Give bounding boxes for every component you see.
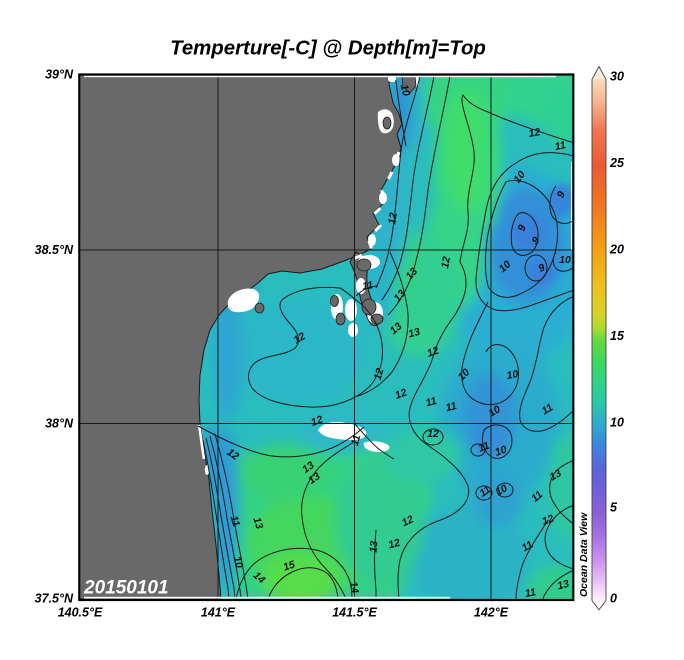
svg-text:12: 12 bbox=[387, 537, 402, 552]
svg-text:39°N: 39°N bbox=[45, 68, 74, 82]
svg-text:142°E: 142°E bbox=[474, 606, 509, 620]
svg-text:15: 15 bbox=[610, 329, 625, 343]
svg-text:10: 10 bbox=[506, 368, 520, 382]
svg-text:12: 12 bbox=[400, 513, 416, 529]
svg-text:11: 11 bbox=[554, 139, 567, 153]
svg-text:11: 11 bbox=[444, 400, 458, 414]
svg-text:140.5°E: 140.5°E bbox=[58, 606, 103, 620]
svg-text:13: 13 bbox=[368, 540, 381, 553]
svg-text:11: 11 bbox=[540, 401, 556, 417]
svg-text:13: 13 bbox=[250, 516, 265, 531]
svg-text:12: 12 bbox=[427, 428, 439, 440]
svg-text:12: 12 bbox=[528, 126, 542, 140]
svg-text:12: 12 bbox=[309, 413, 324, 428]
svg-text:11: 11 bbox=[361, 279, 374, 292]
svg-text:13: 13 bbox=[547, 467, 563, 483]
svg-text:9: 9 bbox=[555, 189, 568, 200]
svg-text:30: 30 bbox=[610, 70, 624, 84]
svg-text:141°E: 141°E bbox=[201, 606, 236, 620]
svg-text:9: 9 bbox=[516, 223, 529, 232]
svg-text:12: 12 bbox=[439, 256, 453, 270]
svg-text:Temperture[-C] @ Depth[m]=Top: Temperture[-C] @ Depth[m]=Top bbox=[170, 38, 486, 60]
svg-text:13: 13 bbox=[407, 326, 422, 341]
svg-text:0: 0 bbox=[610, 592, 617, 606]
svg-text:5: 5 bbox=[610, 501, 618, 515]
svg-text:10: 10 bbox=[398, 83, 413, 98]
svg-text:11: 11 bbox=[477, 440, 491, 455]
svg-text:11: 11 bbox=[424, 395, 438, 409]
svg-text:12: 12 bbox=[372, 367, 387, 382]
svg-text:20150101: 20150101 bbox=[83, 578, 169, 599]
svg-text:12: 12 bbox=[393, 386, 408, 401]
svg-text:9: 9 bbox=[537, 262, 548, 275]
svg-text:38°N: 38°N bbox=[45, 417, 74, 431]
svg-text:10: 10 bbox=[610, 416, 624, 430]
svg-text:12: 12 bbox=[425, 344, 440, 359]
svg-text:25: 25 bbox=[609, 156, 625, 170]
svg-text:11: 11 bbox=[227, 514, 242, 528]
svg-text:37.5°N: 37.5°N bbox=[35, 592, 74, 606]
svg-text:12: 12 bbox=[540, 512, 555, 527]
svg-text:38.5°N: 38.5°N bbox=[35, 243, 74, 257]
svg-text:Ocean Data View: Ocean Data View bbox=[578, 512, 590, 597]
svg-text:15: 15 bbox=[282, 559, 297, 574]
svg-text:13: 13 bbox=[556, 578, 571, 593]
svg-text:10: 10 bbox=[231, 555, 246, 570]
svg-text:10: 10 bbox=[493, 482, 509, 498]
svg-text:11: 11 bbox=[520, 538, 536, 554]
svg-text:10: 10 bbox=[559, 254, 571, 266]
svg-text:12: 12 bbox=[291, 330, 307, 346]
svg-text:11: 11 bbox=[349, 433, 363, 447]
svg-text:20: 20 bbox=[609, 243, 624, 257]
svg-text:141.5°E: 141.5°E bbox=[332, 606, 377, 620]
svg-text:12: 12 bbox=[386, 212, 400, 225]
svg-text:14: 14 bbox=[347, 581, 361, 595]
svg-text:10: 10 bbox=[493, 443, 508, 458]
svg-text:11: 11 bbox=[524, 586, 537, 600]
